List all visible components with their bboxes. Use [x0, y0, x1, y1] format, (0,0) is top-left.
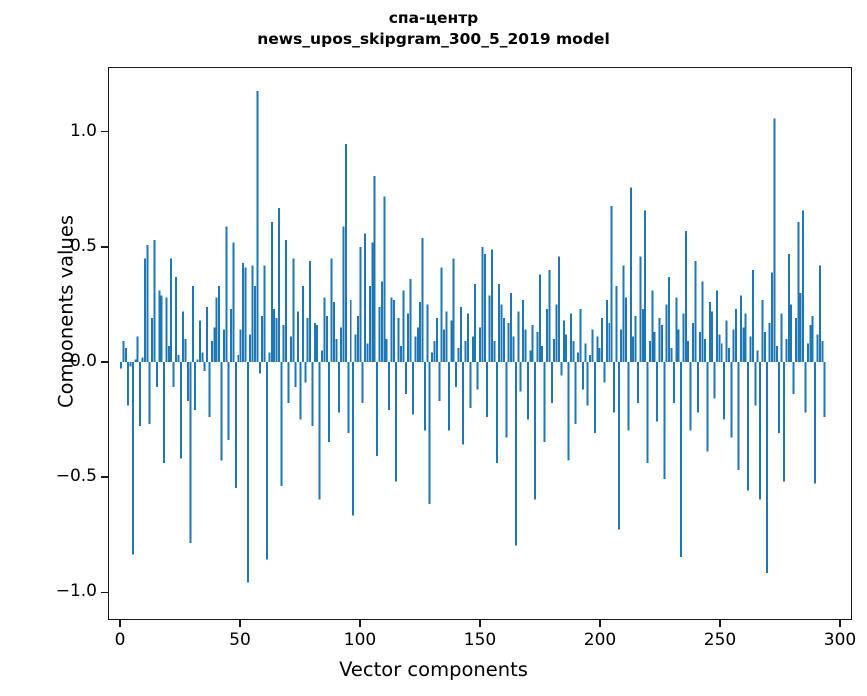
y-tick-mark	[101, 361, 108, 363]
y-axis-label: Components values	[54, 215, 78, 408]
y-tick-label: 0.0	[69, 350, 97, 371]
x-tick-label: 100	[343, 630, 377, 650]
x-tick-label: 50	[229, 630, 251, 650]
y-tick-label: 0.5	[69, 235, 97, 256]
x-tick-label: 250	[703, 630, 737, 650]
chart-title-line-2: news_upos_skipgram_300_5_2019 model	[257, 30, 610, 48]
x-tick-label: 0	[114, 630, 126, 650]
x-tick-label: 200	[583, 630, 617, 650]
chart-title-line-1: спа-центр	[388, 9, 479, 27]
y-tick-mark	[101, 245, 108, 248]
y-tick-mark	[101, 476, 108, 478]
plot-area	[108, 67, 852, 620]
y-tick-mark	[101, 130, 108, 133]
y-tick-label: −1.0	[55, 581, 97, 602]
chart-title: спа-центр news_upos_skipgram_300_5_2019 …	[0, 8, 867, 50]
x-tick-label: 300	[823, 630, 857, 650]
x-tick-mark	[359, 620, 361, 627]
bar-series-canvas	[119, 90, 826, 583]
x-tick-mark	[479, 620, 481, 627]
x-tick-mark	[719, 620, 721, 627]
y-tick-label: −0.5	[55, 466, 97, 487]
y-tick-mark	[101, 591, 108, 594]
x-tick-mark	[239, 620, 241, 627]
x-axis-label: Vector components	[339, 658, 528, 681]
x-tick-mark	[839, 620, 841, 627]
x-tick-mark	[119, 620, 121, 627]
x-tick-mark	[599, 620, 601, 627]
x-tick-label: 150	[463, 630, 497, 650]
y-tick-label: 1.0	[69, 120, 97, 141]
